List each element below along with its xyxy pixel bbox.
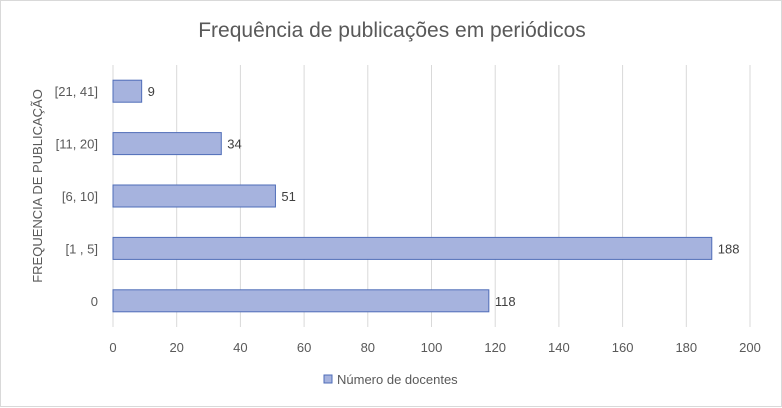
x-tick-label: 100 <box>421 340 443 355</box>
legend[interactable]: Número de docentes <box>323 372 458 387</box>
y-axis-title: FREQUENCIA DE PUBLICAÇÃO <box>30 89 45 283</box>
x-tick-label: 200 <box>739 340 761 355</box>
x-tick-label: 60 <box>297 340 311 355</box>
x-tick-label: 140 <box>548 340 570 355</box>
data-label: 118 <box>495 294 516 309</box>
x-tick-label: 160 <box>612 340 634 355</box>
category-label: 0 <box>91 294 98 309</box>
data-labels: 9 34 51 188 118 <box>148 84 740 309</box>
gridlines <box>112 65 751 327</box>
x-tick-label: 20 <box>169 340 183 355</box>
data-label: 51 <box>281 189 295 204</box>
bar[interactable] <box>112 236 713 260</box>
legend-label: Número de docentes <box>337 372 458 387</box>
category-label: [21, 41] <box>55 84 98 99</box>
x-tick-label: 40 <box>233 340 247 355</box>
category-label: [11, 20] <box>56 137 98 152</box>
category-labels: [21, 41] [11, 20] [6, 10] [1 , 5] 0 <box>55 84 98 309</box>
x-tick-label: 0 <box>109 340 116 355</box>
legend-swatch <box>323 374 333 384</box>
category-label: [1 , 5] <box>65 241 98 256</box>
bar[interactable] <box>112 132 222 156</box>
bar[interactable] <box>112 184 276 208</box>
bar[interactable] <box>112 289 490 313</box>
x-tick-label: 180 <box>675 340 697 355</box>
bar[interactable] <box>112 79 143 103</box>
category-label: [6, 10] <box>62 189 98 204</box>
data-label: 9 <box>148 84 155 99</box>
data-label: 188 <box>718 241 740 256</box>
x-tick-label: 120 <box>484 340 506 355</box>
x-tick-label: 80 <box>361 340 375 355</box>
bars <box>112 79 713 313</box>
chart-title: Frequência de publicações em periódicos <box>198 19 586 42</box>
x-tick-labels: 0 20 40 60 80 100 120 140 160 180 200 <box>109 340 760 355</box>
data-label: 34 <box>227 137 241 152</box>
